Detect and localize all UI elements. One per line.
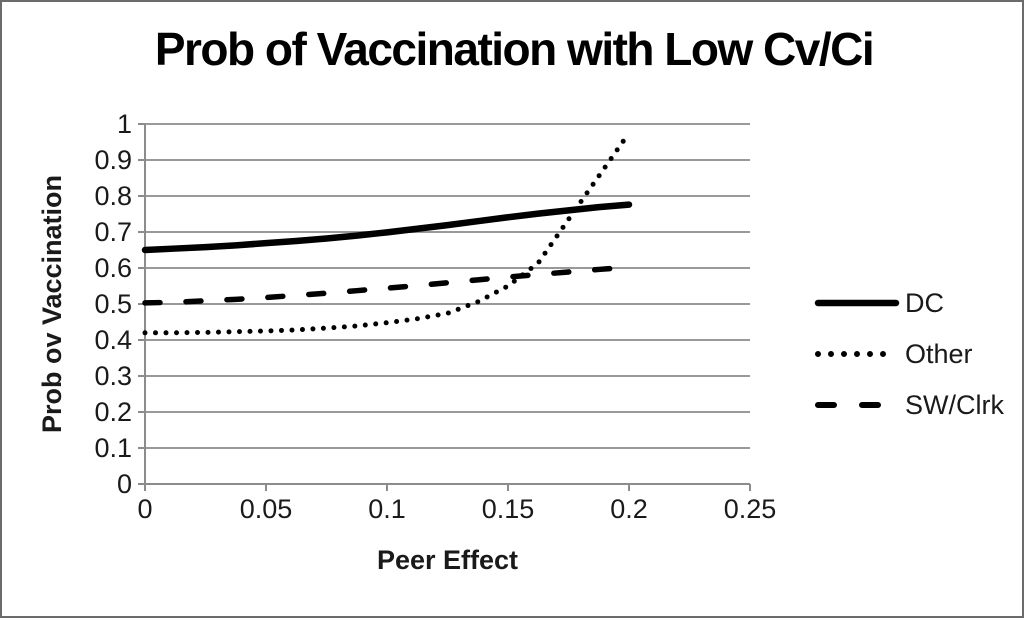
x-tick-label: 0.05 [240,494,293,524]
y-tick-label: 0.2 [94,397,132,427]
legend-label-dc: DC [905,288,944,318]
y-tick-label: 0.3 [94,361,132,391]
y-tick-label: 0.1 [94,433,132,463]
legend-label-other: Other [905,339,973,369]
x-tick-label: 0.1 [368,494,406,524]
y-tick-label: 0.7 [94,217,132,247]
series-line-sw-clrk [142,264,632,306]
y-tick-label: 0.8 [94,181,132,211]
x-axis-title: Peer Effect [377,545,518,575]
y-tick-label: 0.9 [94,145,132,175]
y-tick-label: 0.5 [94,289,132,319]
chart-title: Prob of Vaccination with Low Cv/Ci [154,23,875,75]
series-line-other [142,130,632,336]
x-tick-label: 0.2 [610,494,648,524]
y-tick-label: 0.4 [94,325,132,355]
legend-label-sw-clrk: SW/Clrk [905,390,1004,420]
x-tick-label: 0.15 [482,494,535,524]
y-axis-title: Prob ov Vaccination [37,175,67,433]
y-tick-label: 0 [117,469,132,499]
y-tick-label: 0.6 [94,253,132,283]
y-tick-label: 1 [117,109,132,139]
x-tick-label: 0.25 [724,494,777,524]
series-line-dc [141,201,633,254]
x-tick-label: 0 [137,494,152,524]
